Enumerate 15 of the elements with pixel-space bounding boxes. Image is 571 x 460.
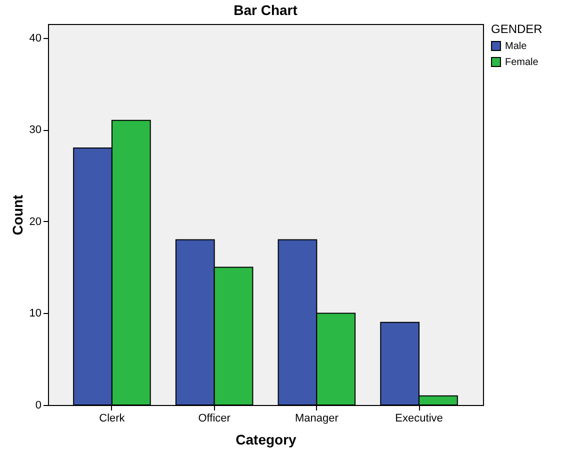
x-tick-label: Officer <box>198 412 231 424</box>
chart-title: Bar Chart <box>234 2 298 18</box>
y-tick-label: 10 <box>29 308 42 320</box>
legend-label: Female <box>505 57 539 68</box>
x-tick-label: Manager <box>294 412 339 424</box>
x-tick-label: Clerk <box>99 412 126 424</box>
y-tick-label: 20 <box>29 216 42 228</box>
legend-label: Male <box>505 41 528 52</box>
y-tick-label: 30 <box>29 124 42 136</box>
x-axis-title: Category <box>236 432 297 448</box>
y-tick-label: 40 <box>29 32 42 44</box>
y-axis-title: Count <box>9 194 26 236</box>
y-tick-label: 0 <box>35 400 42 412</box>
legend-title: GENDER <box>491 22 543 36</box>
x-tick-label: Executive <box>395 412 443 424</box>
